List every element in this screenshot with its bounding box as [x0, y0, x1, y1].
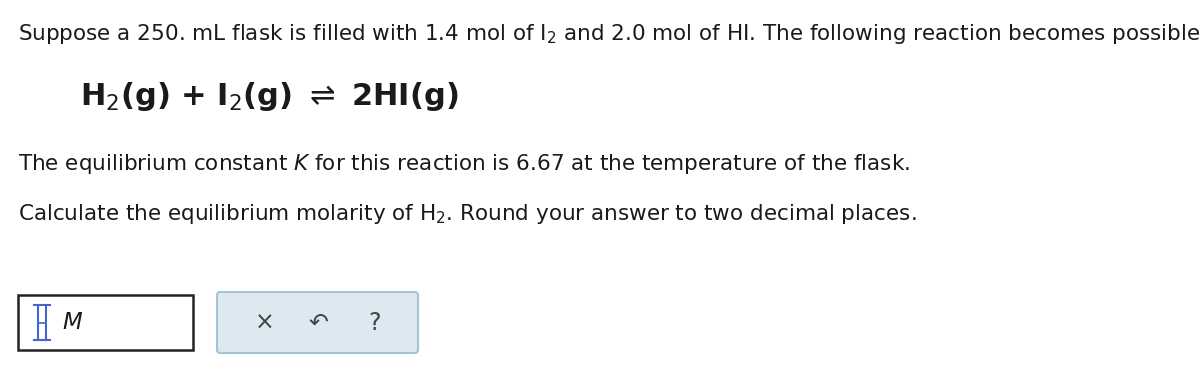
- Text: Suppose a 250. mL flask is filled with 1.4 mol of I$_2$ and 2.0 mol of HI. The f: Suppose a 250. mL flask is filled with 1…: [18, 22, 1200, 46]
- Text: ↶: ↶: [308, 310, 328, 334]
- FancyBboxPatch shape: [217, 292, 418, 353]
- Text: ?: ?: [368, 310, 382, 334]
- Text: M: M: [62, 311, 82, 334]
- Text: H$_2$(g) + I$_2$(g) $\rightleftharpoons$ 2HI(g): H$_2$(g) + I$_2$(g) $\rightleftharpoons$…: [80, 80, 458, 113]
- Bar: [18, 295, 193, 350]
- Text: ×: ×: [256, 310, 275, 334]
- Text: Calculate the equilibrium molarity of H$_2$. Round your answer to two decimal pl: Calculate the equilibrium molarity of H$…: [18, 202, 917, 226]
- Text: The equilibrium constant $\mathit{K}$ for this reaction is 6.67 at the temperatu: The equilibrium constant $\mathit{K}$ fo…: [18, 152, 910, 176]
